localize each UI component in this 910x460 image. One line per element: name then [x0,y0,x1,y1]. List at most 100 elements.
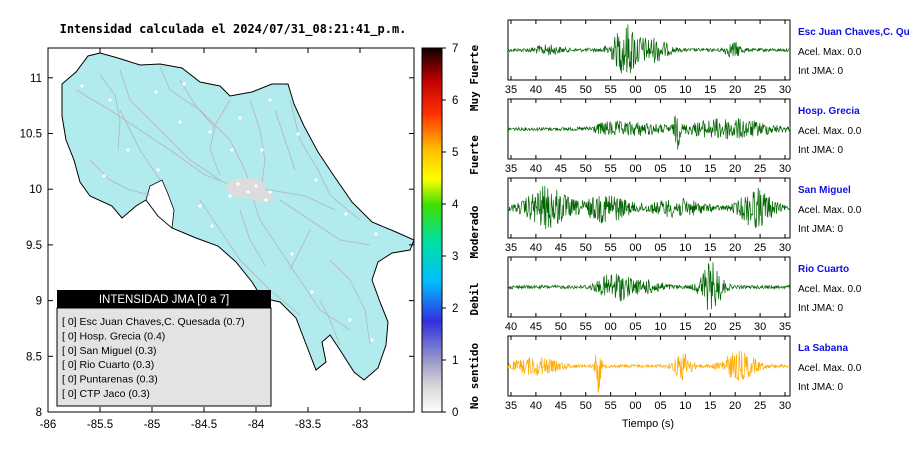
time-tick-label: 10 [679,242,691,254]
station-name: Rio Cuarto [798,264,849,275]
time-tick-label: 15 [704,84,716,96]
colorbar-category-label: Muy Fuerte [468,45,481,112]
legend-item: [ 0] San Miguel (0.3) [62,345,157,357]
time-tick-label: 45 [530,321,542,333]
colorbar-tick-label: 6 [452,95,458,107]
time-tick-label: 50 [580,242,592,254]
station-name: Hosp. Grecia [798,106,860,117]
colorbar-category-label: Moderado [468,205,481,258]
jma-intensity: Int JMA: 0 [798,303,843,314]
x-tick-label: -85 [144,419,161,431]
max-accel: Acel. Max. 0.0 [798,284,862,295]
time-tick-label: 35 [505,84,517,96]
colorbar-tick-label: 7 [452,43,458,55]
waveform-trace [507,24,791,74]
time-tick-label: 20 [729,163,741,175]
max-accel: Acel. Max. 0.0 [798,47,862,58]
time-tick-label: 45 [555,84,567,96]
time-tick-label: 00 [629,163,641,175]
peninsula-gulf [145,179,175,229]
time-tick-label: 15 [704,242,716,254]
colorbar-category-label: Fuerte [468,135,481,175]
time-tick-label: 40 [530,84,542,96]
map-title: Intensidad calculada el 2024/07/31_08:21… [60,22,407,37]
y-tick-label: 9.5 [26,240,42,252]
waveform-trace [507,350,791,393]
time-tick-label: 00 [629,84,641,96]
intensity-colorbar: 0 1 2 3 4 5 6 7 No sentido Debil Moderado Fuerte Mu… [421,43,481,419]
time-tick-label: 55 [605,400,617,412]
y-tick-label: 8.5 [26,351,42,363]
x-tick-label: -84.5 [191,419,217,431]
map-frame [47,47,415,413]
time-tick-label: 55 [605,163,617,175]
waveform-panel-3: 35 40 45 50 55 00 05 10 15 20 25 30 San Miguel Acel. … [505,177,862,254]
max-accel: Acel. Max. 0.0 [798,363,862,374]
time-tick-label: 30 [754,321,766,333]
time-tick-label: 40 [530,400,542,412]
time-tick-label: 35 [505,163,517,175]
time-tick-label: 40 [530,242,542,254]
road-network [75,65,371,346]
legend-item: [ 0] Rio Cuarto (0.3) [62,359,154,371]
time-tick-label: 25 [754,84,766,96]
station-name: La Sabana [798,343,848,354]
station-name: Esc Juan Chaves,C. Qu [798,27,910,38]
time-tick-label: 45 [555,163,567,175]
colorbar-tick-label: 2 [452,303,458,315]
time-tick-label: 00 [629,242,641,254]
x-tick-label: -85.5 [87,419,113,431]
time-tick-label: 55 [580,321,592,333]
waveform-trace [507,262,791,311]
time-tick-label: 50 [580,163,592,175]
max-accel: Acel. Max. 0.0 [798,205,862,216]
station-name: San Miguel [798,185,851,196]
y-tick-label: 8 [36,407,42,419]
time-tick-label: 30 [779,242,791,254]
time-tick-label: 30 [779,163,791,175]
waveform-panels: 35 40 45 50 55 00 05 10 15 20 25 30 Esc Juan Chaves,… [505,19,910,412]
colorbar-tick-label: 4 [452,199,459,211]
time-tick-label: 20 [729,242,741,254]
time-tick-label: 40 [505,321,517,333]
time-tick-label: 25 [754,400,766,412]
time-tick-label: 45 [555,242,567,254]
waveform-trace [507,185,791,230]
time-tick-label: 10 [679,84,691,96]
x-tick-label: -86 [40,419,57,431]
time-tick-label: 15 [704,400,716,412]
colorbar-category-label: No sentido [468,343,481,410]
time-tick-label: 55 [605,242,617,254]
map-axes: -86 -85.5 -85 -84.5 -84 -83.5 -83 8 8.5 9 9.5 10 10.… [20,48,414,431]
colorbar-tick-label: 3 [452,251,458,263]
colorbar-tick-label: 1 [452,355,458,367]
x-tick-label: -84 [248,419,265,431]
time-tick-label: 10 [679,163,691,175]
urban-cluster [226,178,274,202]
waveform-panel-4: 40 45 50 55 00 05 10 15 20 25 30 35 Rio Cuarto Acel. … [505,256,862,333]
time-tick-label: 25 [754,242,766,254]
time-tick-label: 20 [729,84,741,96]
map-legend: INTENSIDAD JMA [0 a 7] [ 0] Esc Juan Cha… [56,290,272,407]
legend-item: [ 0] Esc Juan Chaves,C. Quesada (0.7) [62,316,245,328]
time-tick-label: 25 [754,163,766,175]
time-tick-label: 20 [729,400,741,412]
jma-intensity: Int JMA: 0 [798,382,843,393]
time-tick-label: 45 [555,400,567,412]
time-tick-label: 25 [729,321,741,333]
time-tick-label: 20 [704,321,716,333]
x-tick-label: -83.5 [295,419,321,431]
time-tick-label: 05 [654,84,666,96]
time-tick-label: 35 [505,242,517,254]
max-accel: Acel. Max. 0.0 [798,126,862,137]
legend-title: INTENSIDAD JMA [0 a 7] [99,294,229,306]
time-tick-label: 50 [580,84,592,96]
y-tick-label: 9 [36,296,42,308]
waveform-trace [507,115,791,150]
time-tick-label: 15 [679,321,691,333]
time-tick-label: 05 [654,242,666,254]
legend-item: [ 0] Puntarenas (0.3) [62,374,158,386]
station-markers [80,82,378,354]
x-tick-label: -83 [352,419,369,431]
time-tick-label: 05 [654,163,666,175]
